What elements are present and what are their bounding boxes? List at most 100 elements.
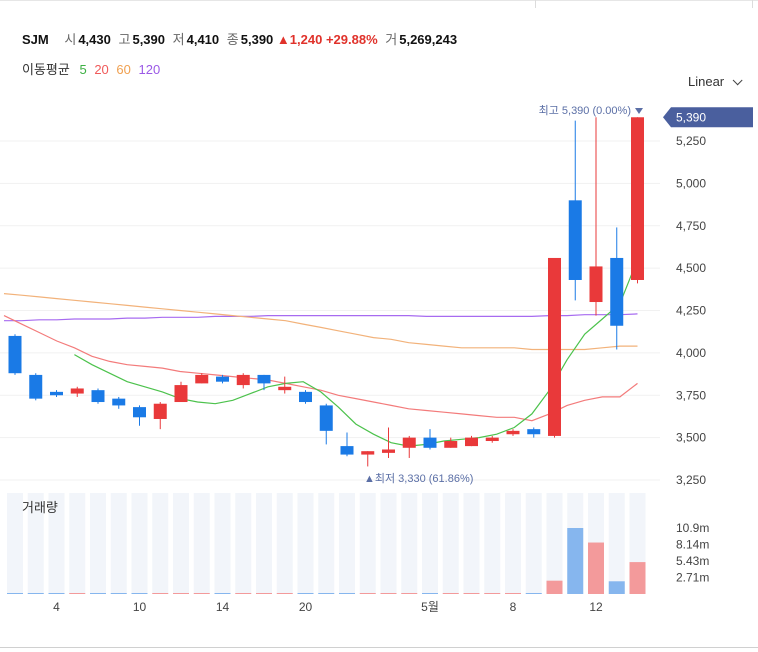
candle	[257, 374, 271, 391]
candle	[589, 117, 603, 316]
candle	[29, 373, 43, 401]
volume-bar	[401, 593, 418, 594]
candle	[174, 381, 188, 403]
top-divider-tick	[752, 0, 753, 8]
moving-average-ma120	[4, 313, 638, 322]
volume-column-bg	[297, 493, 314, 594]
volume-column-bg	[359, 493, 376, 594]
low-annotation: ▲최저 3,330 (61.86%)	[364, 472, 473, 485]
volume-column-bg	[90, 493, 106, 594]
volume-bar	[193, 593, 210, 594]
volume-column-bg	[48, 493, 65, 594]
volume-column-bg	[7, 493, 23, 594]
candle	[8, 334, 22, 375]
scale-mode-dropdown[interactable]: Linear	[688, 74, 743, 89]
volume-column-bg	[152, 493, 169, 594]
price-tick-label: 4,250	[676, 304, 706, 318]
time-tick-label: 8	[510, 600, 517, 614]
price-tick-label: 4,750	[676, 219, 706, 233]
volume-bar	[69, 593, 86, 594]
candle	[299, 390, 312, 404]
volume-bar	[173, 593, 189, 594]
candle-body	[153, 403, 167, 419]
high-label: 고	[118, 32, 131, 47]
low-value: 4,410	[186, 32, 220, 47]
volume-column-bg	[380, 493, 397, 594]
candle	[70, 386, 84, 397]
change-percent: +29.88%	[325, 32, 378, 47]
volume-bar	[235, 593, 252, 594]
volume-column-bg	[193, 493, 210, 594]
candle-body	[50, 391, 63, 396]
price-tick-label: 4,500	[676, 261, 706, 275]
volume-column-bg	[27, 493, 44, 594]
candle	[236, 373, 250, 389]
volume-bar	[505, 593, 521, 594]
ma-period-5: 5	[79, 62, 87, 77]
candle	[112, 396, 126, 409]
top-divider-tick	[535, 0, 536, 8]
volume-column-bg	[69, 493, 86, 594]
volume-column-bg	[484, 493, 501, 594]
volume-bars	[7, 528, 646, 594]
last-price-tag	[663, 107, 753, 128]
candle-body	[527, 429, 541, 435]
volume-bar	[48, 593, 65, 594]
candle	[423, 429, 437, 450]
ma-period-20: 20	[94, 62, 109, 77]
ma-period-120: 120	[138, 62, 161, 77]
moving-average-legend[interactable]: 이동평균 5 20 60 120	[22, 59, 164, 78]
candle	[382, 427, 395, 458]
candle-body	[402, 437, 416, 448]
ma-period-60: 60	[116, 62, 131, 77]
candle-body	[216, 376, 229, 382]
candle	[506, 429, 520, 436]
volume-tick-label: 8.14m	[676, 538, 709, 552]
time-tick-label: 10	[133, 600, 147, 614]
candle-body	[610, 257, 624, 326]
time-tick-label: 4	[53, 600, 60, 614]
volume-column-bg	[463, 493, 480, 594]
volume-column-bg	[546, 493, 563, 594]
volume-bar	[339, 593, 355, 594]
time-tick-label: 5월	[421, 600, 439, 614]
volume-column-bg	[339, 493, 355, 594]
candle-body	[568, 200, 582, 280]
candle	[195, 373, 209, 384]
moving-average-ma60	[3, 293, 638, 351]
candle	[527, 427, 541, 438]
volume-bar	[359, 593, 376, 594]
volume-bar	[27, 593, 44, 594]
candle	[631, 117, 644, 284]
candle	[340, 432, 354, 457]
volume-bar	[256, 593, 272, 594]
volume-column-bg	[318, 493, 335, 594]
candle	[91, 388, 105, 404]
time-axis: 4 10 14 20 5월 8 12	[53, 600, 603, 614]
price-tick-label: 3,750	[676, 388, 706, 402]
volume-column-bg	[401, 493, 418, 594]
volume-title: 거래량	[22, 500, 58, 515]
volume-bar	[629, 562, 646, 594]
candle	[610, 227, 624, 350]
volume-bar	[608, 581, 625, 594]
candle-body	[340, 446, 354, 455]
volume-bar	[276, 593, 293, 594]
volume-background	[7, 493, 646, 594]
bottom-divider	[0, 647, 758, 648]
volume-column-bg	[276, 493, 293, 594]
volume-bar	[110, 593, 127, 594]
volume-column-bg	[422, 493, 438, 594]
candle-body	[548, 257, 561, 436]
volume-bar	[567, 528, 584, 594]
volume-bar	[380, 593, 397, 594]
change-value: ▲1,240	[276, 32, 323, 47]
high-value: 5,390	[132, 32, 166, 47]
candle-body	[319, 405, 333, 431]
candles	[8, 117, 644, 467]
last-price-label: 5,390	[676, 110, 706, 124]
close-label: 종	[226, 32, 239, 47]
volume-tick-label: 5.43m	[676, 554, 709, 568]
price-tick-label: 3,500	[676, 431, 706, 445]
